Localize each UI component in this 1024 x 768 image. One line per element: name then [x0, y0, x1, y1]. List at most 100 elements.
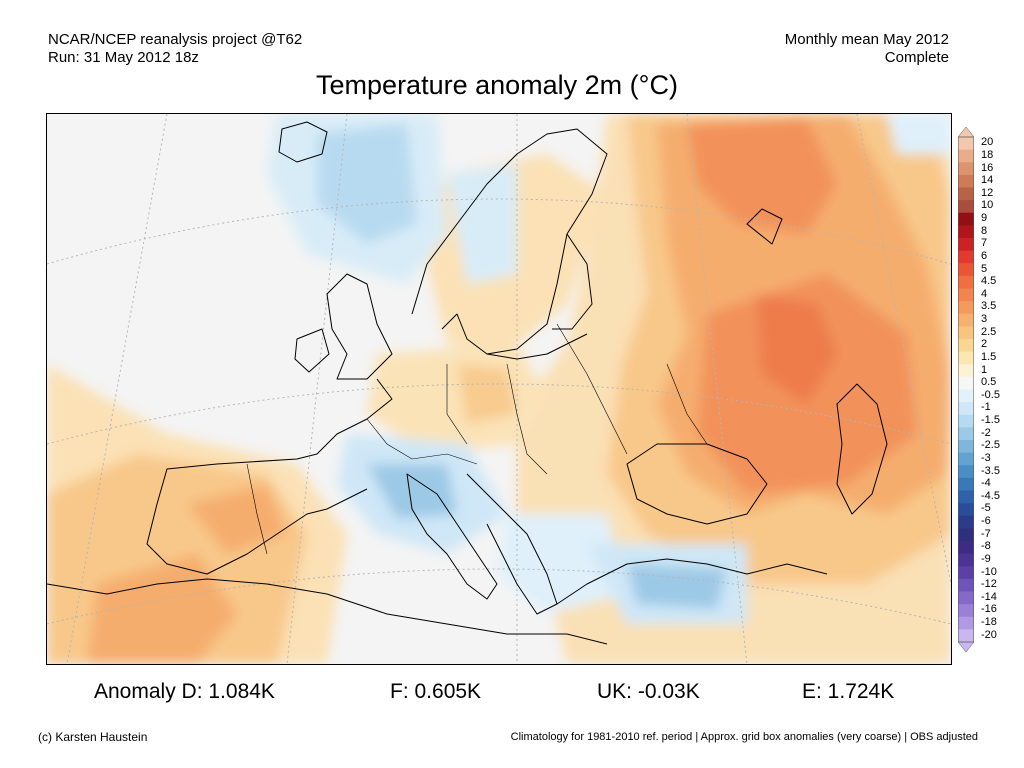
- colorbar-label: -5: [981, 502, 991, 515]
- header-left: NCAR/NCEP reanalysis project @T62 Run: 3…: [48, 31, 302, 67]
- colorbar-label: -14: [981, 590, 997, 603]
- coast-mainland-west: [146, 378, 393, 575]
- warm-anomaly-east-4: [687, 119, 837, 234]
- colorbar-frame: [958, 136, 974, 643]
- coast-novaya-zemlya: [746, 208, 783, 245]
- model-name: NCAR/NCEP reanalysis project @T62: [48, 31, 303, 48]
- colorbar-label: -16: [981, 603, 997, 616]
- coast-finland: [552, 233, 593, 330]
- map-panel: [46, 113, 952, 665]
- colorbar-swatch: [958, 553, 974, 567]
- anomaly-fields: [47, 114, 951, 664]
- colorbar-label: -8: [981, 540, 991, 553]
- colorbar-label: -4.5: [981, 489, 1000, 502]
- graticule-line: [686, 114, 748, 664]
- coastlines: [47, 121, 888, 645]
- graticule: [47, 114, 951, 664]
- colorbar-top-arrow: [958, 127, 974, 138]
- colorbar-label: 1: [981, 363, 988, 376]
- graticule-line: [856, 114, 951, 587]
- colorbar-swatch: [958, 465, 974, 479]
- colorbar-label: -18: [981, 616, 997, 629]
- colorbar-swatch: [958, 326, 974, 340]
- colorbar-label: -9: [981, 552, 991, 565]
- graticule-line: [47, 198, 951, 265]
- colorbar-label: 2: [981, 338, 988, 351]
- colorbar-swatch: [958, 339, 974, 353]
- colorbar-swatch: [958, 250, 974, 264]
- cool-anomaly-alps-2: [367, 464, 457, 519]
- border-line: [556, 323, 628, 455]
- cool-anomaly-atlantic-2: [317, 124, 417, 244]
- colorbar-label: 16: [981, 161, 994, 174]
- colorbar-label: 10: [981, 199, 994, 212]
- colorbar-label: 5: [981, 262, 988, 275]
- colorbar-swatch: [958, 149, 974, 163]
- run-time: Run: 31 May 2012 18z: [48, 49, 199, 66]
- colorbar-label: 3: [981, 313, 988, 326]
- colorbar-label: 14: [981, 174, 994, 187]
- colorbar-swatch: [958, 490, 974, 504]
- colorbar-label: 8: [981, 224, 988, 237]
- colorbar-label: -2.5: [981, 439, 1000, 452]
- colorbar-label: -20: [981, 628, 997, 641]
- colorbar-swatch: [958, 440, 974, 454]
- graticule-line: [286, 114, 348, 664]
- colorbar-label: -12: [981, 578, 997, 591]
- colorbar-label: -1.5: [981, 414, 1000, 427]
- colorbar-swatch: [958, 566, 974, 580]
- colorbar-label: 3.5: [981, 300, 997, 313]
- colorbar-swatch: [958, 364, 974, 378]
- colorbar-swatch: [958, 288, 974, 302]
- colorbar-swatch: [958, 616, 974, 630]
- colorbar-swatch: [958, 402, 974, 416]
- colorbar-label: -7: [981, 527, 991, 540]
- colorbar-swatch: [958, 200, 974, 214]
- colorbar-swatch: [958, 528, 974, 542]
- colorbar-bottom-arrow: [958, 641, 974, 652]
- colorbar-label: -3: [981, 451, 991, 464]
- colorbar-label: 4.5: [981, 275, 997, 288]
- border-line: [246, 463, 268, 555]
- colorbar-swatch: [958, 238, 974, 252]
- graticule-line: [47, 383, 951, 445]
- graticule-line: [66, 114, 168, 664]
- colorbar-swatch: [958, 174, 974, 188]
- colorbar-swatch: [958, 541, 974, 555]
- colorbar-swatch: [958, 477, 974, 491]
- warm-anomaly-central-2: [457, 364, 517, 424]
- footer-credit: (c) Karsten Haustein: [38, 730, 148, 744]
- colorbar-swatch: [958, 275, 974, 289]
- status-label: Complete: [884, 49, 949, 66]
- border-line: [506, 363, 548, 475]
- colorbar-swatch: [958, 604, 974, 618]
- colorbar-swatch: [958, 503, 974, 517]
- stat-anomaly-d: Anomaly D: 1.084K: [94, 680, 275, 703]
- colorbar-swatch: [958, 212, 974, 226]
- colorbar-label: 7: [981, 237, 988, 250]
- warm-anomaly-iberia-4: [187, 484, 287, 554]
- coast-baltic: [486, 333, 588, 360]
- border-line: [366, 418, 478, 465]
- coast-british-isles: [326, 273, 393, 380]
- coast-greece-turkey: [556, 558, 828, 605]
- coast-north-africa: [47, 578, 608, 645]
- colorbar-label: -0.5: [981, 388, 1000, 401]
- coast-scandinavia: [411, 128, 608, 355]
- map-title: Temperature anomaly 2m (°C): [316, 70, 678, 100]
- warm-anomaly-east-6: [757, 294, 837, 404]
- stats-row: Anomaly D: 1.084K F: 0.605K UK: -0.03K E…: [0, 680, 1024, 706]
- colorbar-label: 12: [981, 186, 994, 199]
- coast-caspian: [836, 383, 888, 515]
- colorbar-label: -4: [981, 477, 991, 490]
- colorbar-label: -3.5: [981, 464, 1000, 477]
- stat-france: F: 0.605K: [390, 680, 482, 703]
- colorbar-label: 18: [981, 148, 994, 161]
- colorbar-swatch: [958, 452, 974, 466]
- colorbar-swatch: [958, 376, 974, 390]
- graticule-line: [47, 568, 951, 625]
- border-line: [666, 363, 708, 445]
- warm-anomaly-iberia-3: [87, 554, 237, 664]
- cool-anomaly-turkey-2: [627, 564, 727, 609]
- coast-iceland: [278, 121, 328, 163]
